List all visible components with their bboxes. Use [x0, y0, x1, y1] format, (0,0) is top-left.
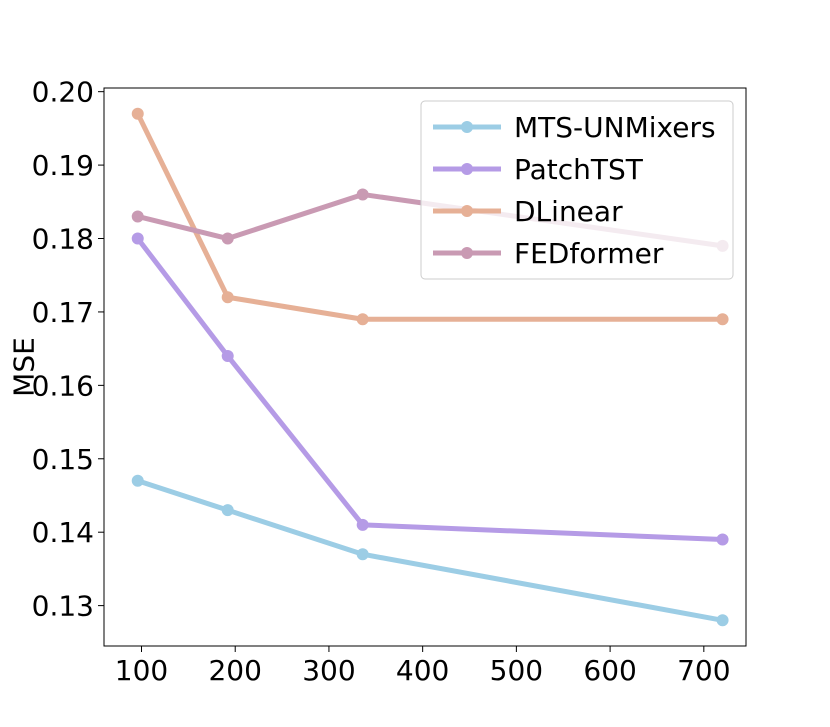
legend-swatch-marker — [461, 163, 473, 175]
x-tick-label: 200 — [208, 654, 261, 687]
y-tick-label: 0.14 — [32, 516, 94, 549]
data-point — [221, 504, 234, 517]
y-axis: 0.13 0.14 0.15 0.16 0.17 0.18 0.19 0.20 — [32, 76, 104, 623]
data-point — [716, 313, 729, 326]
data-point — [131, 210, 144, 223]
plot-frame — [103, 87, 747, 647]
data-point — [221, 232, 234, 245]
y-tick-label: 0.13 — [32, 590, 94, 623]
x-tick-label: 300 — [302, 654, 355, 687]
y-tick-label: 0.20 — [32, 76, 94, 109]
series-line — [135, 111, 726, 322]
legend-swatch-marker — [461, 247, 473, 259]
y-tick-label: 0.15 — [32, 443, 94, 476]
x-tick-label: 400 — [396, 654, 449, 687]
data-point — [356, 313, 369, 326]
x-tick-label: 700 — [677, 654, 730, 687]
x-axis: 100 200 300 400 500 600 700 — [115, 646, 731, 687]
series-patchtst — [131, 232, 729, 546]
series-dlinear — [131, 107, 729, 326]
series-line — [135, 478, 726, 623]
series-line — [135, 236, 726, 543]
data-point — [131, 107, 144, 120]
data-point — [131, 474, 144, 487]
legend-box — [420, 100, 734, 280]
data-point — [221, 291, 234, 304]
data-point — [356, 518, 369, 531]
legend-item: PatchTST — [433, 153, 644, 186]
legend: MTS-UNMixers PatchTST DLinear FEDformer — [420, 100, 734, 280]
y-tick-label: 0.19 — [32, 149, 94, 182]
y-tick-label: 0.16 — [32, 369, 94, 402]
legend-swatch-marker — [461, 121, 473, 133]
x-tick-label: 600 — [583, 654, 636, 687]
legend-item: DLinear — [433, 195, 623, 228]
legend-item: FEDformer — [433, 237, 664, 270]
data-point — [356, 548, 369, 561]
y-axis-label: MSE — [8, 337, 41, 397]
legend-label: FEDformer — [514, 237, 664, 270]
legend-label: MTS-UNMixers — [514, 111, 716, 144]
x-tick-label: 100 — [115, 654, 168, 687]
legend-item: MTS-UNMixers — [433, 111, 716, 144]
y-tick-label: 0.18 — [32, 223, 94, 256]
data-point — [716, 533, 729, 546]
series-mts-unmixers — [131, 474, 729, 627]
data-point — [356, 188, 369, 201]
y-tick-label: 0.17 — [32, 296, 94, 329]
legend-label: DLinear — [514, 195, 623, 228]
legend-label: PatchTST — [514, 153, 644, 186]
x-tick-label: 500 — [490, 654, 543, 687]
data-point — [716, 614, 729, 627]
data-point — [131, 232, 144, 245]
data-point — [221, 349, 234, 362]
legend-swatch-marker — [461, 205, 473, 217]
